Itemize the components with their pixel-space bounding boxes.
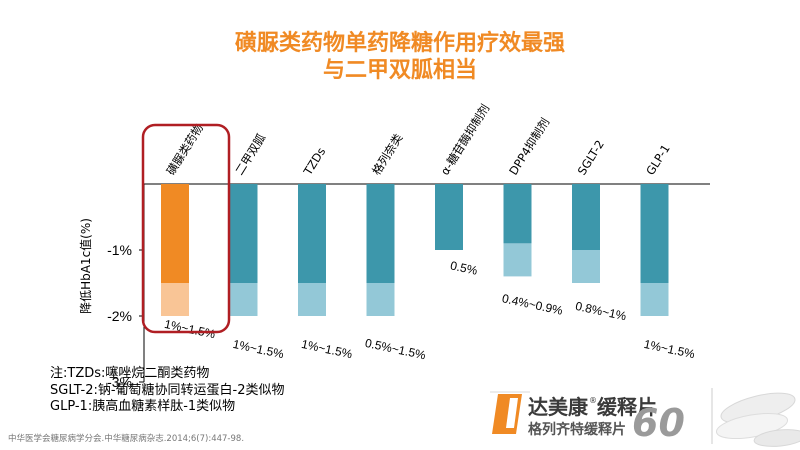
slide-title-line-2: 与二甲双胍相当 — [322, 58, 477, 83]
value-label: 0.4%~0.9% — [501, 291, 565, 318]
logo-reg-mark: ® — [589, 396, 597, 405]
bar-dark-segment — [366, 184, 395, 283]
logo-mark-cut — [506, 398, 518, 428]
bar-light-segment — [640, 283, 669, 316]
category-label: 格列奈类 — [369, 131, 406, 178]
bar-light-segment — [298, 283, 326, 316]
logo-brand: 达美康 — [528, 395, 589, 419]
category-label: 磺脲类药物 — [164, 121, 206, 177]
logo-number: 60 — [632, 401, 685, 445]
bar-light-segment — [229, 283, 258, 316]
bar-dark-segment — [435, 184, 463, 250]
y-tick-label: -1% — [107, 242, 132, 258]
product-logo: 达美康 ® 缓释片 格列齐特缓释片 60 — [490, 388, 800, 447]
footnote-glp1: GLP-1:胰高血糖素样肽-1类似物 — [50, 399, 236, 414]
value-label: 0.8%~1% — [574, 299, 628, 324]
bar-dark-segment — [161, 184, 189, 283]
logo-product: 缓释片 — [597, 395, 657, 419]
tablet-illustration — [715, 392, 800, 447]
bar-dark-segment — [298, 184, 326, 283]
slide-title-line-1: 磺脲类药物单药降糖作用疗效最强 — [234, 31, 565, 56]
bar-light-segment — [161, 283, 189, 316]
value-label: 0.5%~1.5% — [364, 336, 428, 363]
category-label: DPP4抑制剂 — [506, 115, 552, 177]
bar-dark-segment — [503, 184, 532, 244]
category-label: GLP-1 — [643, 142, 673, 178]
highlight-box — [141, 123, 231, 334]
footnote-tzds: 注:TZDs:噻唑烷二酮类药物 — [50, 366, 210, 381]
bar-light-segment — [503, 243, 532, 277]
footnotes: 注:TZDs:噻唑烷二酮类药物 SGLT-2:钠-葡萄糖协同转运蛋白-2类似物 … — [50, 366, 285, 416]
bar-light-segment — [366, 283, 395, 316]
bar-light-segment — [572, 250, 600, 283]
value-label: 1%~1.5% — [643, 337, 697, 362]
category-label: SGLT-2 — [575, 138, 607, 178]
category-label: α-糖苷酶抑制剂 — [438, 102, 493, 178]
source-citation: 中华医学会糖尿病学分会.中华糖尿病杂志.2014;6(7):447-98. — [8, 434, 245, 444]
category-label: 二甲双胍 — [232, 131, 269, 178]
value-label: 1%~1.5% — [163, 317, 217, 342]
logo-subtitle: 格列齐特缓释片 — [528, 421, 626, 438]
bar-dark-segment — [640, 184, 669, 283]
bar-dark-segment — [229, 184, 258, 283]
value-label: 1%~1.5% — [232, 337, 286, 362]
value-label: 1%~1.5% — [300, 337, 354, 362]
y-tick-label: -3% — [107, 374, 132, 390]
y-tick-label: -2% — [107, 308, 132, 324]
category-label: TZDs — [300, 145, 328, 179]
value-label: 0.5% — [449, 258, 479, 277]
footnote-sglt2: SGLT-2:钠-葡萄糖协同转运蛋白-2类似物 — [50, 382, 285, 398]
y-axis-title: 降低HbA1c值(%) — [78, 218, 93, 314]
bar-dark-segment — [572, 184, 600, 250]
